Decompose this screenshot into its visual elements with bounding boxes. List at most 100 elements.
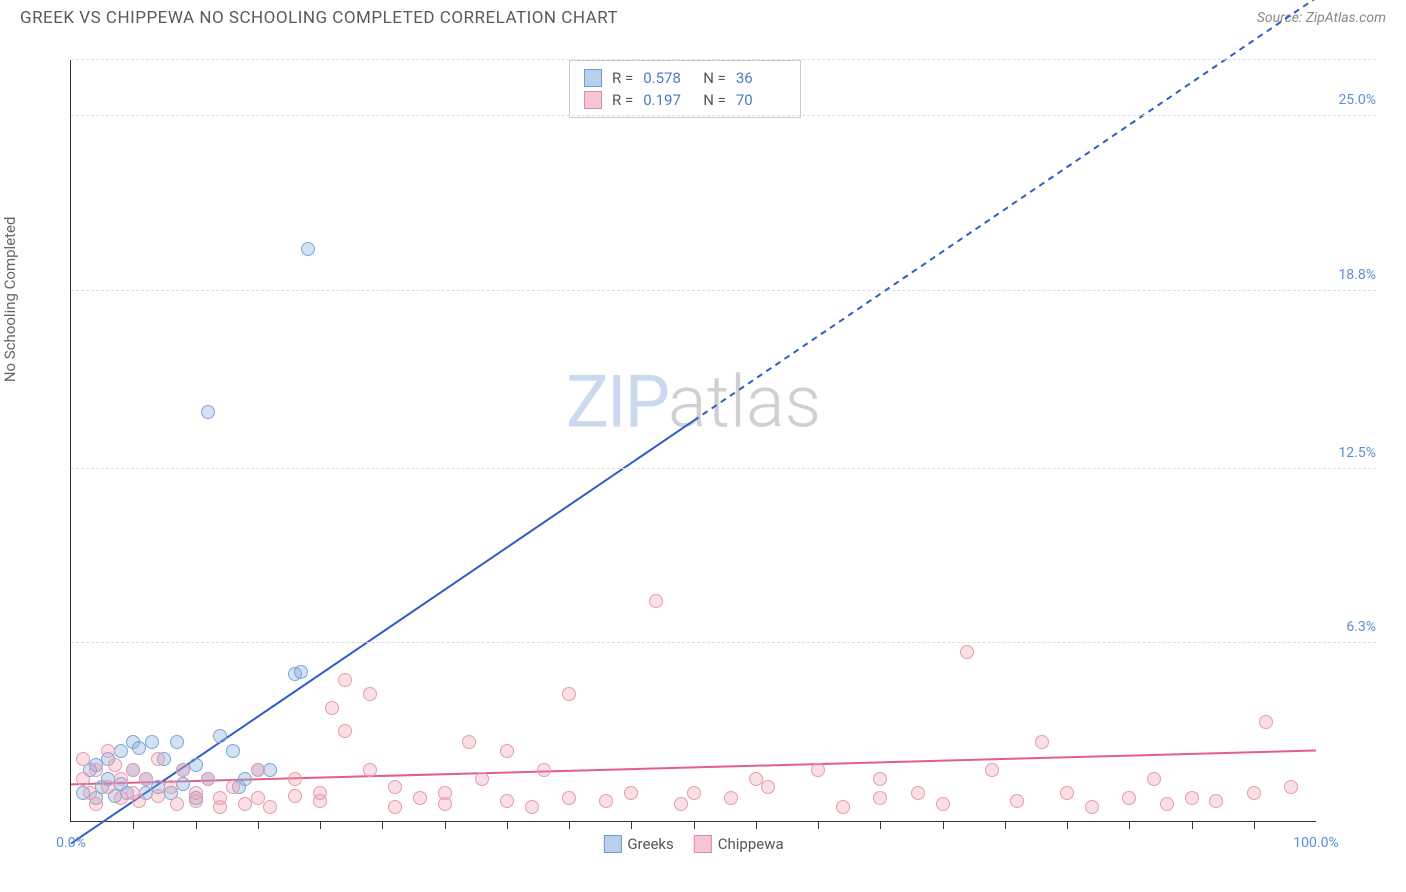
stats-row-greeks: R = 0.578 N = 36 bbox=[584, 67, 786, 89]
data-point bbox=[101, 780, 115, 794]
data-point bbox=[251, 791, 265, 805]
data-point bbox=[189, 758, 203, 772]
data-point bbox=[201, 405, 215, 419]
data-point bbox=[288, 772, 302, 786]
data-point bbox=[226, 780, 240, 794]
data-point bbox=[294, 665, 308, 679]
data-point bbox=[114, 744, 128, 758]
r-value-greeks: 0.578 bbox=[643, 69, 693, 87]
data-point bbox=[76, 772, 90, 786]
data-point bbox=[500, 794, 514, 808]
x-tick bbox=[1067, 821, 1068, 829]
x-tick bbox=[1005, 821, 1006, 829]
data-point bbox=[189, 794, 203, 808]
legend-swatch-greeks bbox=[603, 835, 621, 853]
x-tick bbox=[943, 821, 944, 829]
swatch-greeks bbox=[584, 69, 602, 87]
data-point bbox=[213, 800, 227, 814]
data-point bbox=[89, 797, 103, 811]
legend-item-chippewa: Chippewa bbox=[694, 835, 784, 853]
stats-row-chippewa: R = 0.197 N = 70 bbox=[584, 89, 786, 111]
data-point bbox=[89, 763, 103, 777]
data-point bbox=[1122, 791, 1136, 805]
data-point bbox=[562, 687, 576, 701]
x-tick bbox=[880, 821, 881, 829]
data-point bbox=[1035, 735, 1049, 749]
data-point bbox=[911, 786, 925, 800]
x-tick bbox=[1129, 821, 1130, 829]
n-value-greeks: 36 bbox=[736, 69, 786, 87]
data-point bbox=[599, 794, 613, 808]
data-point bbox=[288, 789, 302, 803]
legend-swatch-chippewa bbox=[694, 835, 712, 853]
data-point bbox=[749, 772, 763, 786]
data-point bbox=[811, 763, 825, 777]
x-tick bbox=[507, 821, 508, 829]
data-point bbox=[263, 763, 277, 777]
data-point bbox=[1010, 794, 1024, 808]
r-label: R = bbox=[612, 91, 633, 109]
data-point bbox=[1060, 786, 1074, 800]
data-point bbox=[201, 772, 215, 786]
x-tick bbox=[133, 821, 134, 829]
x-tick bbox=[818, 821, 819, 829]
trend-lines bbox=[71, 60, 1316, 821]
data-point bbox=[238, 772, 252, 786]
data-point bbox=[475, 772, 489, 786]
y-tick-label: 18.8% bbox=[1321, 267, 1376, 283]
x-tick bbox=[631, 821, 632, 829]
data-point bbox=[724, 791, 738, 805]
data-point bbox=[1284, 780, 1298, 794]
data-point bbox=[363, 763, 377, 777]
data-point bbox=[438, 797, 452, 811]
data-point bbox=[624, 786, 638, 800]
data-point bbox=[325, 701, 339, 715]
r-value-chippewa: 0.197 bbox=[643, 91, 693, 109]
data-point bbox=[1185, 791, 1199, 805]
x-tick-label: 0.0% bbox=[56, 835, 86, 851]
data-point bbox=[338, 673, 352, 687]
plot-area: ZIPatlas R = 0.578 N = 36 R = 0.197 N = … bbox=[70, 60, 1316, 822]
x-tick bbox=[196, 821, 197, 829]
data-point bbox=[1209, 794, 1223, 808]
data-point bbox=[170, 797, 184, 811]
data-point bbox=[213, 729, 227, 743]
data-point bbox=[1247, 786, 1261, 800]
data-point bbox=[363, 687, 377, 701]
y-tick-label: 6.3% bbox=[1321, 619, 1376, 635]
y-axis-label: No Schooling Completed bbox=[1, 217, 19, 383]
gridline-h bbox=[71, 290, 1376, 291]
data-point bbox=[151, 789, 165, 803]
data-point bbox=[164, 780, 178, 794]
x-tick bbox=[445, 821, 446, 829]
gridline-h bbox=[71, 115, 1376, 116]
n-label: N = bbox=[703, 91, 726, 109]
data-point bbox=[1085, 800, 1099, 814]
x-tick bbox=[756, 821, 757, 829]
data-point bbox=[108, 758, 122, 772]
r-label: R = bbox=[612, 69, 633, 87]
data-point bbox=[151, 752, 165, 766]
data-point bbox=[101, 744, 115, 758]
data-point bbox=[126, 763, 140, 777]
data-point bbox=[76, 752, 90, 766]
data-point bbox=[649, 594, 663, 608]
data-point bbox=[674, 797, 688, 811]
data-point bbox=[537, 763, 551, 777]
data-point bbox=[873, 772, 887, 786]
data-point bbox=[139, 772, 153, 786]
data-point bbox=[562, 791, 576, 805]
data-point bbox=[687, 786, 701, 800]
gridline-h bbox=[71, 59, 1376, 60]
x-tick bbox=[320, 821, 321, 829]
data-point bbox=[873, 791, 887, 805]
data-point bbox=[413, 791, 427, 805]
data-point bbox=[338, 724, 352, 738]
chart-header: GREEK VS CHIPPEWA NO SCHOOLING COMPLETED… bbox=[0, 0, 1406, 32]
watermark-zip: ZIP bbox=[566, 360, 668, 445]
legend-label-chippewa: Chippewa bbox=[718, 835, 784, 853]
x-tick bbox=[258, 821, 259, 829]
data-point bbox=[301, 242, 315, 256]
watermark-atlas: atlas bbox=[668, 360, 821, 445]
data-point bbox=[1147, 772, 1161, 786]
